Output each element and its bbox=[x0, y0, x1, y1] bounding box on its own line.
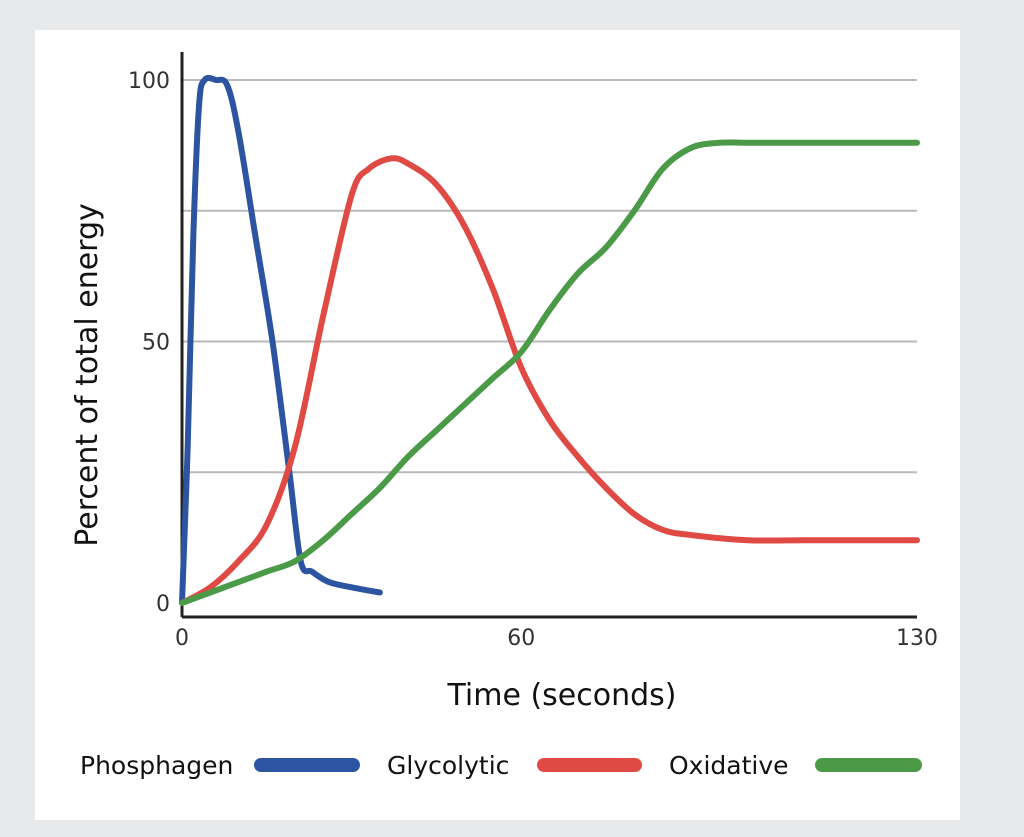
series-line-glycolytic bbox=[179, 155, 920, 606]
series-line-phosphagen bbox=[179, 74, 383, 606]
legend-label-oxidative: Oxidative bbox=[669, 751, 789, 780]
grid-layer bbox=[182, 79, 917, 474]
legend: Phosphagen Glycolytic Oxidative bbox=[80, 751, 922, 780]
tick-layer: 0 50 100 0 60 130 bbox=[128, 69, 938, 651]
x-axis-title: Time (seconds) bbox=[447, 678, 677, 713]
legend-label-phosphagen: Phosphagen bbox=[80, 751, 233, 780]
x-tick-label: 0 bbox=[175, 626, 189, 651]
axes-layer bbox=[180, 52, 917, 619]
y-axis-title: Percent of total energy bbox=[70, 203, 105, 547]
series-layer bbox=[179, 74, 920, 606]
legend-label-glycolytic: Glycolytic bbox=[387, 751, 509, 780]
x-tick-label: 130 bbox=[896, 626, 938, 651]
line-chart: 0 50 100 0 60 130 Time (seconds) Percent of t… bbox=[70, 52, 938, 780]
y-tick-label: 100 bbox=[128, 69, 170, 94]
chart-card: 0 50 100 0 60 130 Time (seconds) Percent of t… bbox=[35, 30, 960, 820]
x-tick-label: 60 bbox=[507, 626, 535, 651]
series-line-oxidative bbox=[179, 139, 920, 606]
y-tick-label: 0 bbox=[156, 592, 170, 617]
y-tick-label: 50 bbox=[142, 331, 170, 356]
